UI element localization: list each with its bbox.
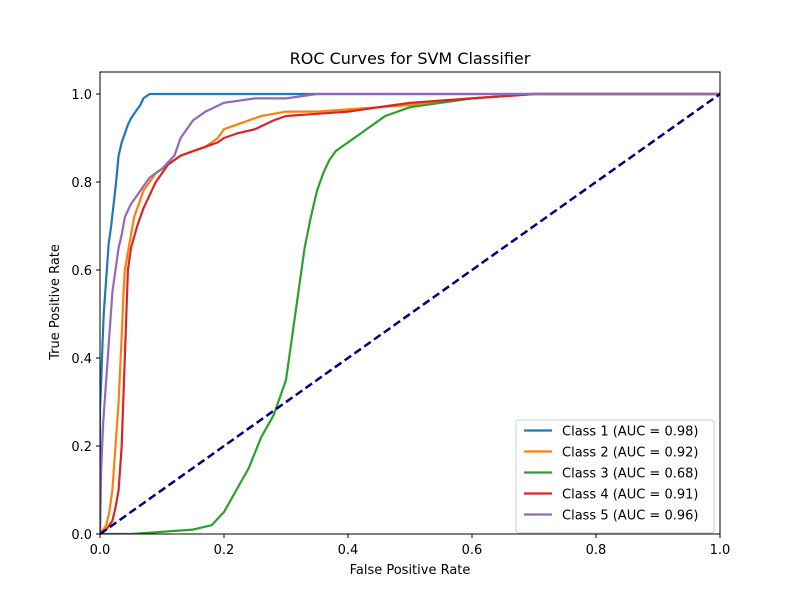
y-tick-label: 0.2 xyxy=(71,440,92,455)
diagonal-reference-line xyxy=(99,92,721,536)
series-line-class-1 xyxy=(100,92,720,534)
x-tick-label: 0.6 xyxy=(462,543,483,558)
x-tick-label: 0.4 xyxy=(338,543,359,558)
legend-label-class-5: Class 5 (AUC = 0.96) xyxy=(562,509,698,524)
legend-box xyxy=(515,419,715,534)
series-line-class-4 xyxy=(100,92,720,534)
x-tick-label: 0.2 xyxy=(214,543,235,558)
legend: Class 1 (AUC = 0.98) Class 2 (AUC = 0.92)… xyxy=(515,419,715,534)
legend-label-class-3: Class 3 (AUC = 0.68) xyxy=(562,467,698,482)
legend-label-class-2: Class 2 (AUC = 0.92) xyxy=(562,446,698,461)
x-tick-label: 1.0 xyxy=(710,543,731,558)
x-tick-label: 0.0 xyxy=(90,543,111,558)
y-axis-label: True Positive Rate xyxy=(48,244,63,361)
plot-area: 0.0 0.2 0.4 0.6 0.8 1.0 0.0 0.2 0.4 0.6 0.8 1.0 xyxy=(71,71,731,558)
y-tick-label: 0.8 xyxy=(71,176,92,191)
y-tick-label: 0.6 xyxy=(71,264,92,279)
chart-title: ROC Curves for SVM Classifier xyxy=(290,49,531,68)
plot-frame xyxy=(99,71,721,535)
y-tick-label: 1.0 xyxy=(71,88,92,103)
x-tick-label: 0.8 xyxy=(586,543,607,558)
legend-label-class-1: Class 1 (AUC = 0.98) xyxy=(562,425,698,440)
legend-label-class-4: Class 4 (AUC = 0.91) xyxy=(562,488,698,503)
series-line-class-5 xyxy=(100,92,720,534)
y-tick-label: 0.0 xyxy=(71,528,92,543)
x-axis-label: False Positive Rate xyxy=(350,563,471,578)
y-tick-label: 0.4 xyxy=(71,352,92,367)
